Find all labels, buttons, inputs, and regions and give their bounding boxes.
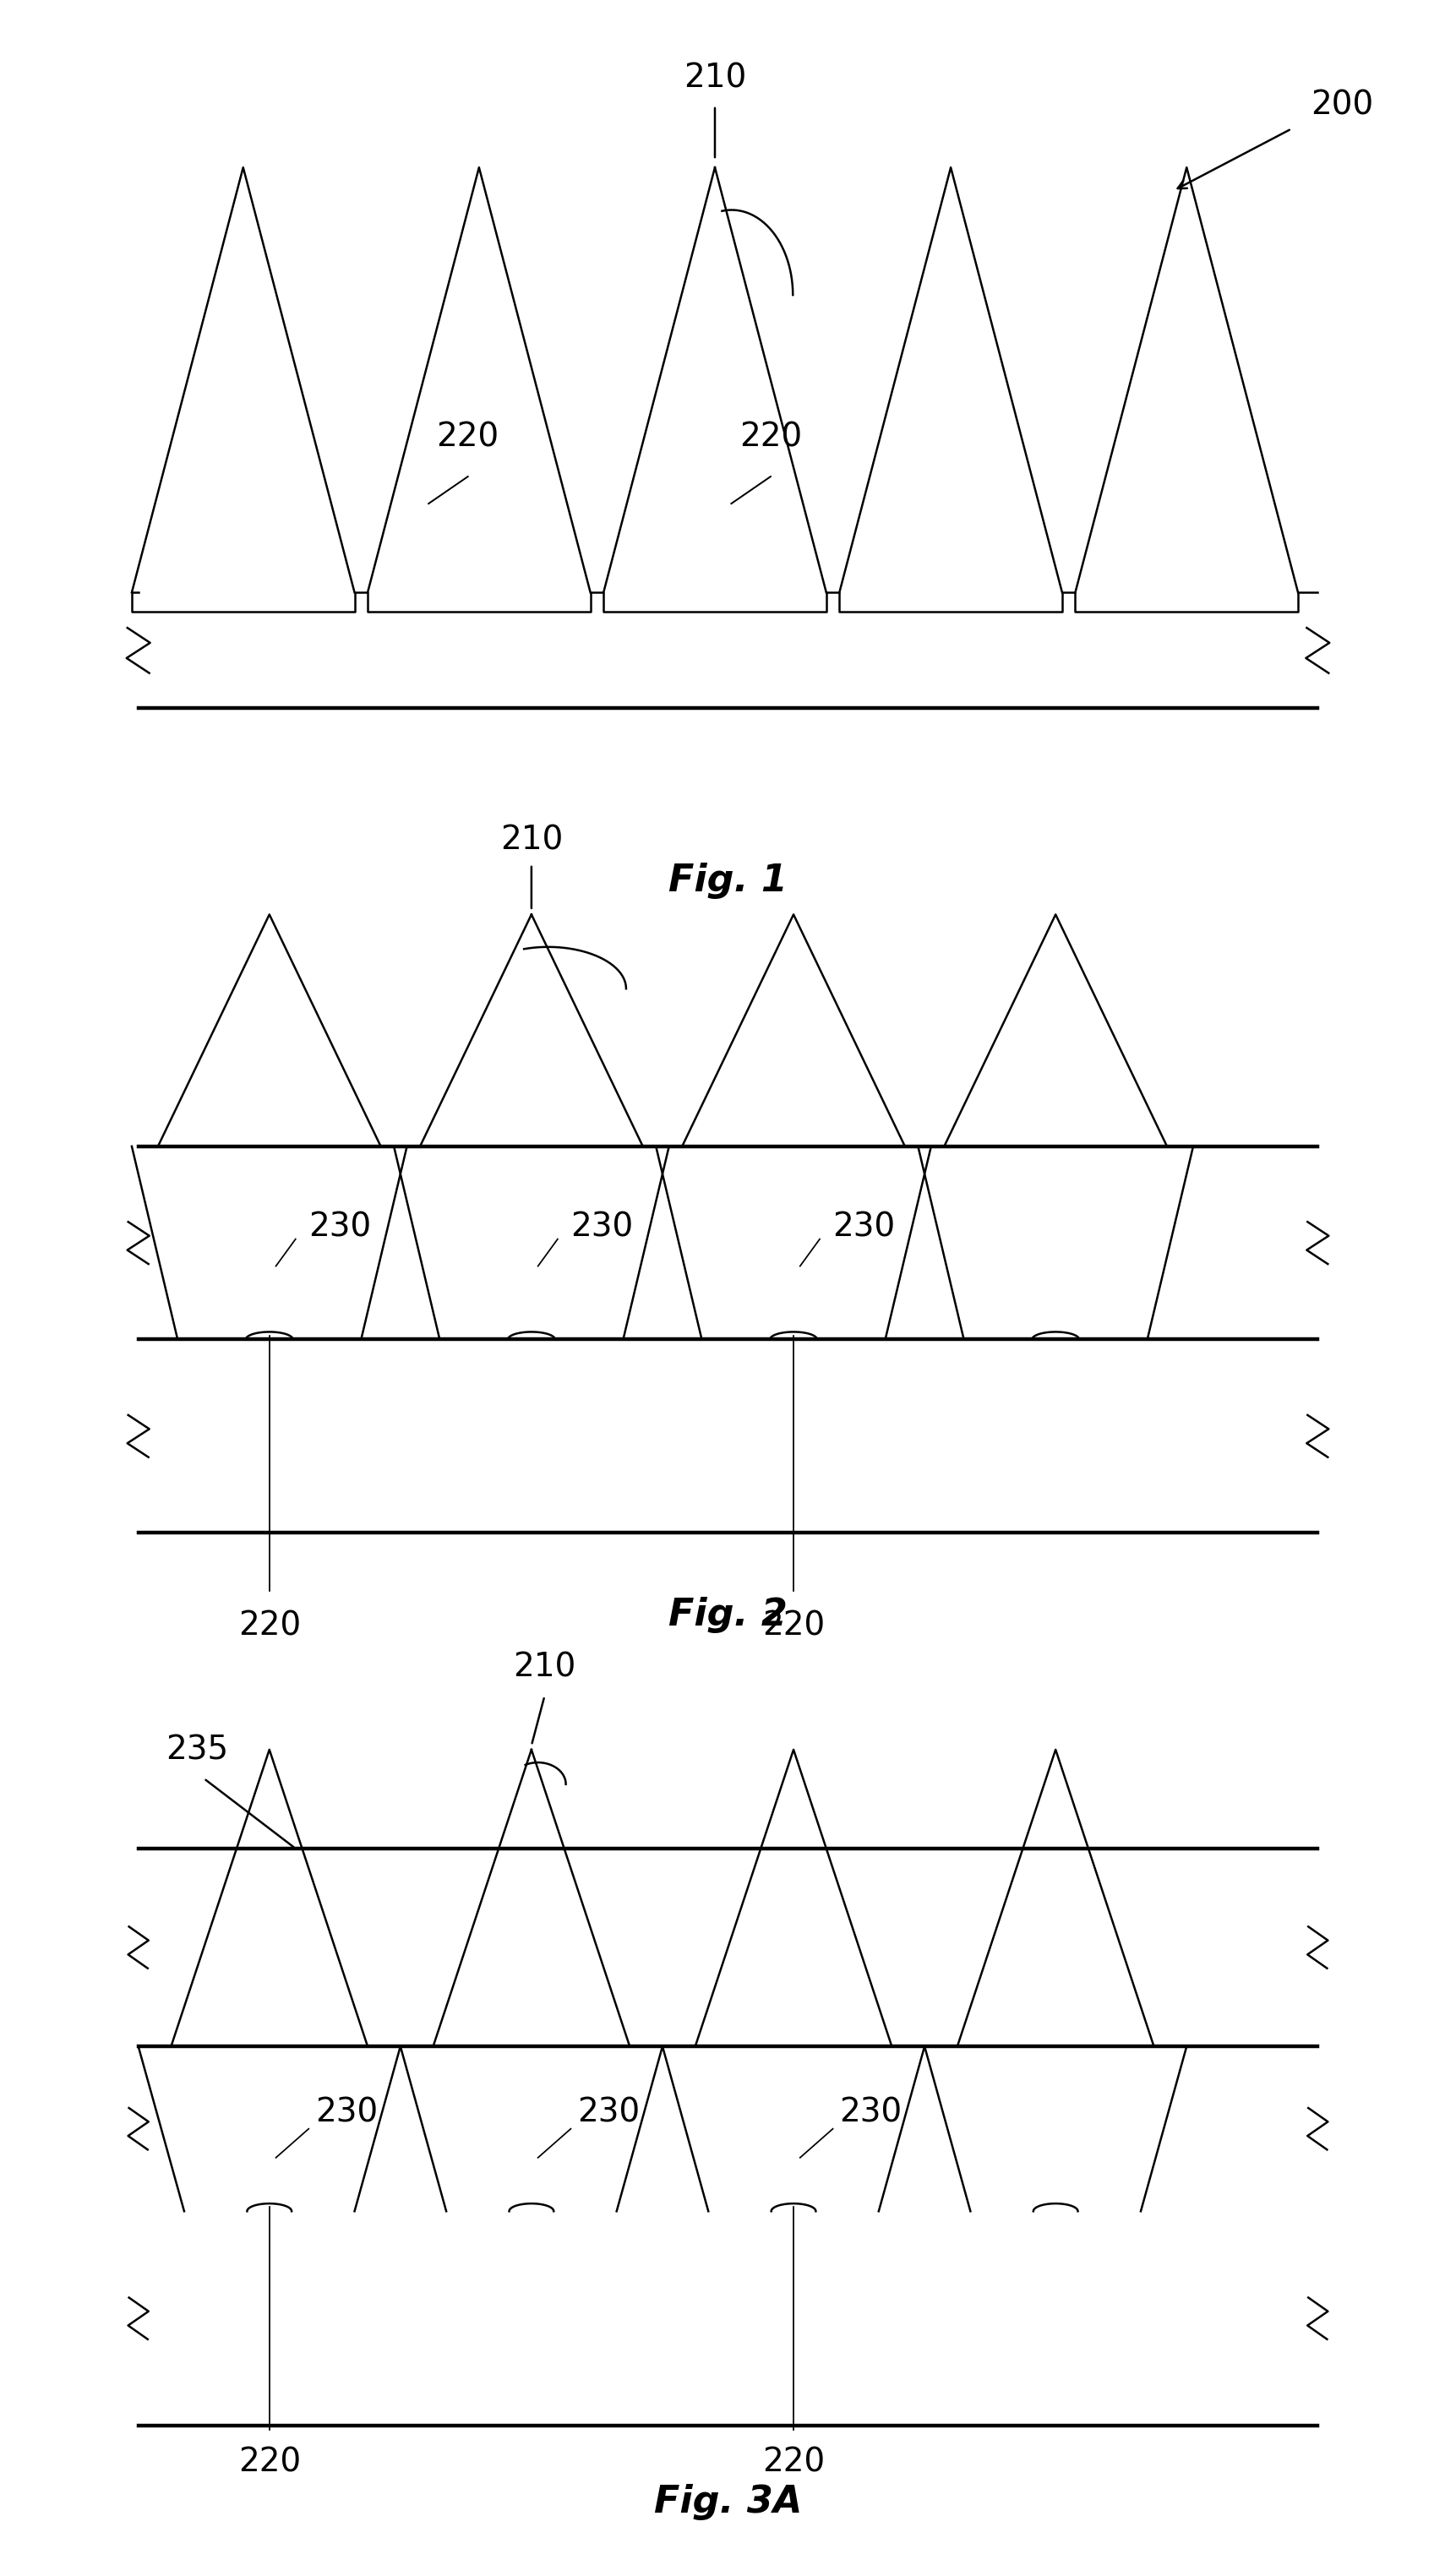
- Text: Fig. 2: Fig. 2: [668, 1597, 788, 1633]
- Text: 220: 220: [740, 422, 802, 453]
- Text: Fig. 1: Fig. 1: [668, 863, 788, 899]
- Text: 220: 220: [761, 1610, 826, 1641]
- Text: 200: 200: [1312, 90, 1374, 121]
- Text: 220: 220: [237, 2447, 301, 2478]
- Text: 230: 230: [309, 1211, 371, 1244]
- Text: 220: 220: [761, 2447, 826, 2478]
- Text: 230: 230: [833, 1211, 895, 1244]
- Text: Fig. 3A: Fig. 3A: [654, 2483, 802, 2519]
- Text: 230: 230: [571, 1211, 633, 1244]
- Text: 230: 230: [316, 2097, 379, 2128]
- Text: 220: 220: [437, 422, 499, 453]
- Text: 230: 230: [578, 2097, 641, 2128]
- Text: 210: 210: [499, 824, 563, 858]
- Text: 230: 230: [839, 2097, 903, 2128]
- Text: 210: 210: [683, 62, 747, 95]
- Text: 235: 235: [166, 1734, 229, 1767]
- Text: 220: 220: [237, 1610, 301, 1641]
- Text: 210: 210: [513, 1651, 577, 1685]
